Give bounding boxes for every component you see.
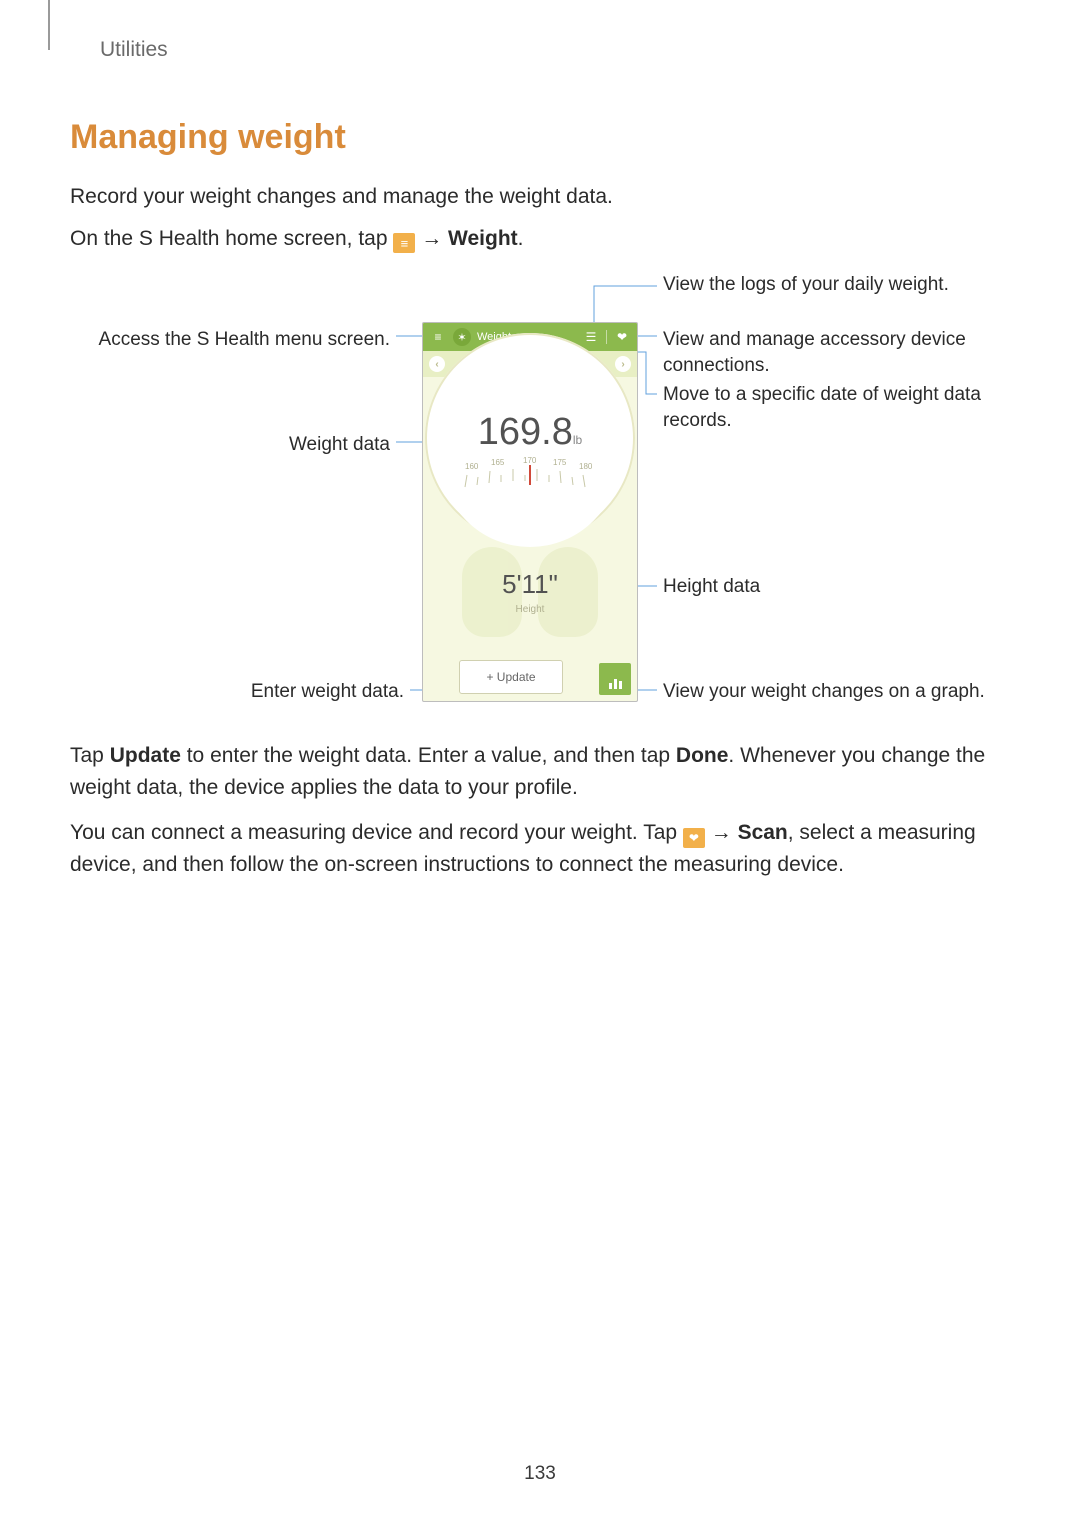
scale-area: 169.8lb	[423, 377, 637, 537]
header-separator	[606, 330, 607, 344]
menu-icon[interactable]: ≡	[429, 328, 447, 346]
figure: Access the S Health menu screen. Weight …	[70, 272, 1010, 712]
graph-bar-icon	[609, 683, 612, 689]
p2-update: Update	[110, 744, 181, 767]
para-scan: You can connect a measuring device and r…	[70, 817, 1010, 880]
scale-ticks: 160 165 170 175 180	[455, 457, 605, 507]
nav-pre: On the S Health home screen, tap	[70, 227, 393, 250]
p2-c: to enter the weight data. Enter a value,…	[181, 744, 676, 767]
height-value: 5'11"	[502, 569, 558, 600]
tick-180: 180	[579, 462, 593, 471]
weight-value: 169.8lb	[423, 411, 637, 454]
weight-unit: lb	[573, 433, 582, 447]
intro-text: Record your weight changes and manage th…	[70, 181, 1010, 213]
log-list-icon[interactable]: ☰	[582, 328, 600, 346]
menu-list-icon: ≡	[393, 233, 415, 253]
section-heading: Managing weight	[70, 118, 1010, 157]
graph-button[interactable]	[599, 663, 631, 695]
p2-done: Done	[676, 744, 729, 767]
accessory-icon[interactable]: ❤	[613, 328, 631, 346]
next-date-button[interactable]: ›	[615, 356, 631, 372]
height-area: 5'11" Height	[423, 537, 637, 647]
nav-instruction: On the S Health home screen, tap ≡ → Wei…	[70, 223, 1010, 255]
header-rule	[48, 0, 50, 50]
graph-bar-icon	[619, 681, 622, 689]
p2-a: Tap	[70, 744, 110, 767]
prev-date-button[interactable]: ‹	[429, 356, 445, 372]
nav-arrow: →	[415, 227, 448, 250]
tick-175: 175	[553, 458, 567, 467]
tick-170: 170	[523, 457, 537, 465]
person-icon[interactable]: ✶	[453, 328, 471, 346]
phone-bottom-bar: + Update	[423, 653, 637, 701]
p3-scan: Scan	[738, 821, 788, 844]
page-number: 133	[0, 1463, 1080, 1485]
heart-accessory-icon: ❤	[683, 828, 705, 848]
weight-number: 169.8	[478, 411, 573, 453]
graph-bar-icon	[614, 679, 617, 689]
nav-weight-label: Weight	[448, 227, 518, 250]
p3-arrow: →	[705, 821, 738, 844]
nav-period: .	[518, 227, 524, 250]
tick-160: 160	[465, 462, 479, 471]
p3-a: You can connect a measuring device and r…	[70, 821, 683, 844]
height-label: Height	[516, 604, 545, 615]
update-button[interactable]: + Update	[459, 660, 563, 694]
tick-165: 165	[491, 458, 505, 467]
breadcrumb: Utilities	[100, 38, 1010, 62]
phone-screenshot: ≡ ✶ Weight ☰ ❤ ‹ Today › 169.8lb	[422, 322, 638, 702]
para-update: Tap Update to enter the weight data. Ent…	[70, 740, 1010, 803]
